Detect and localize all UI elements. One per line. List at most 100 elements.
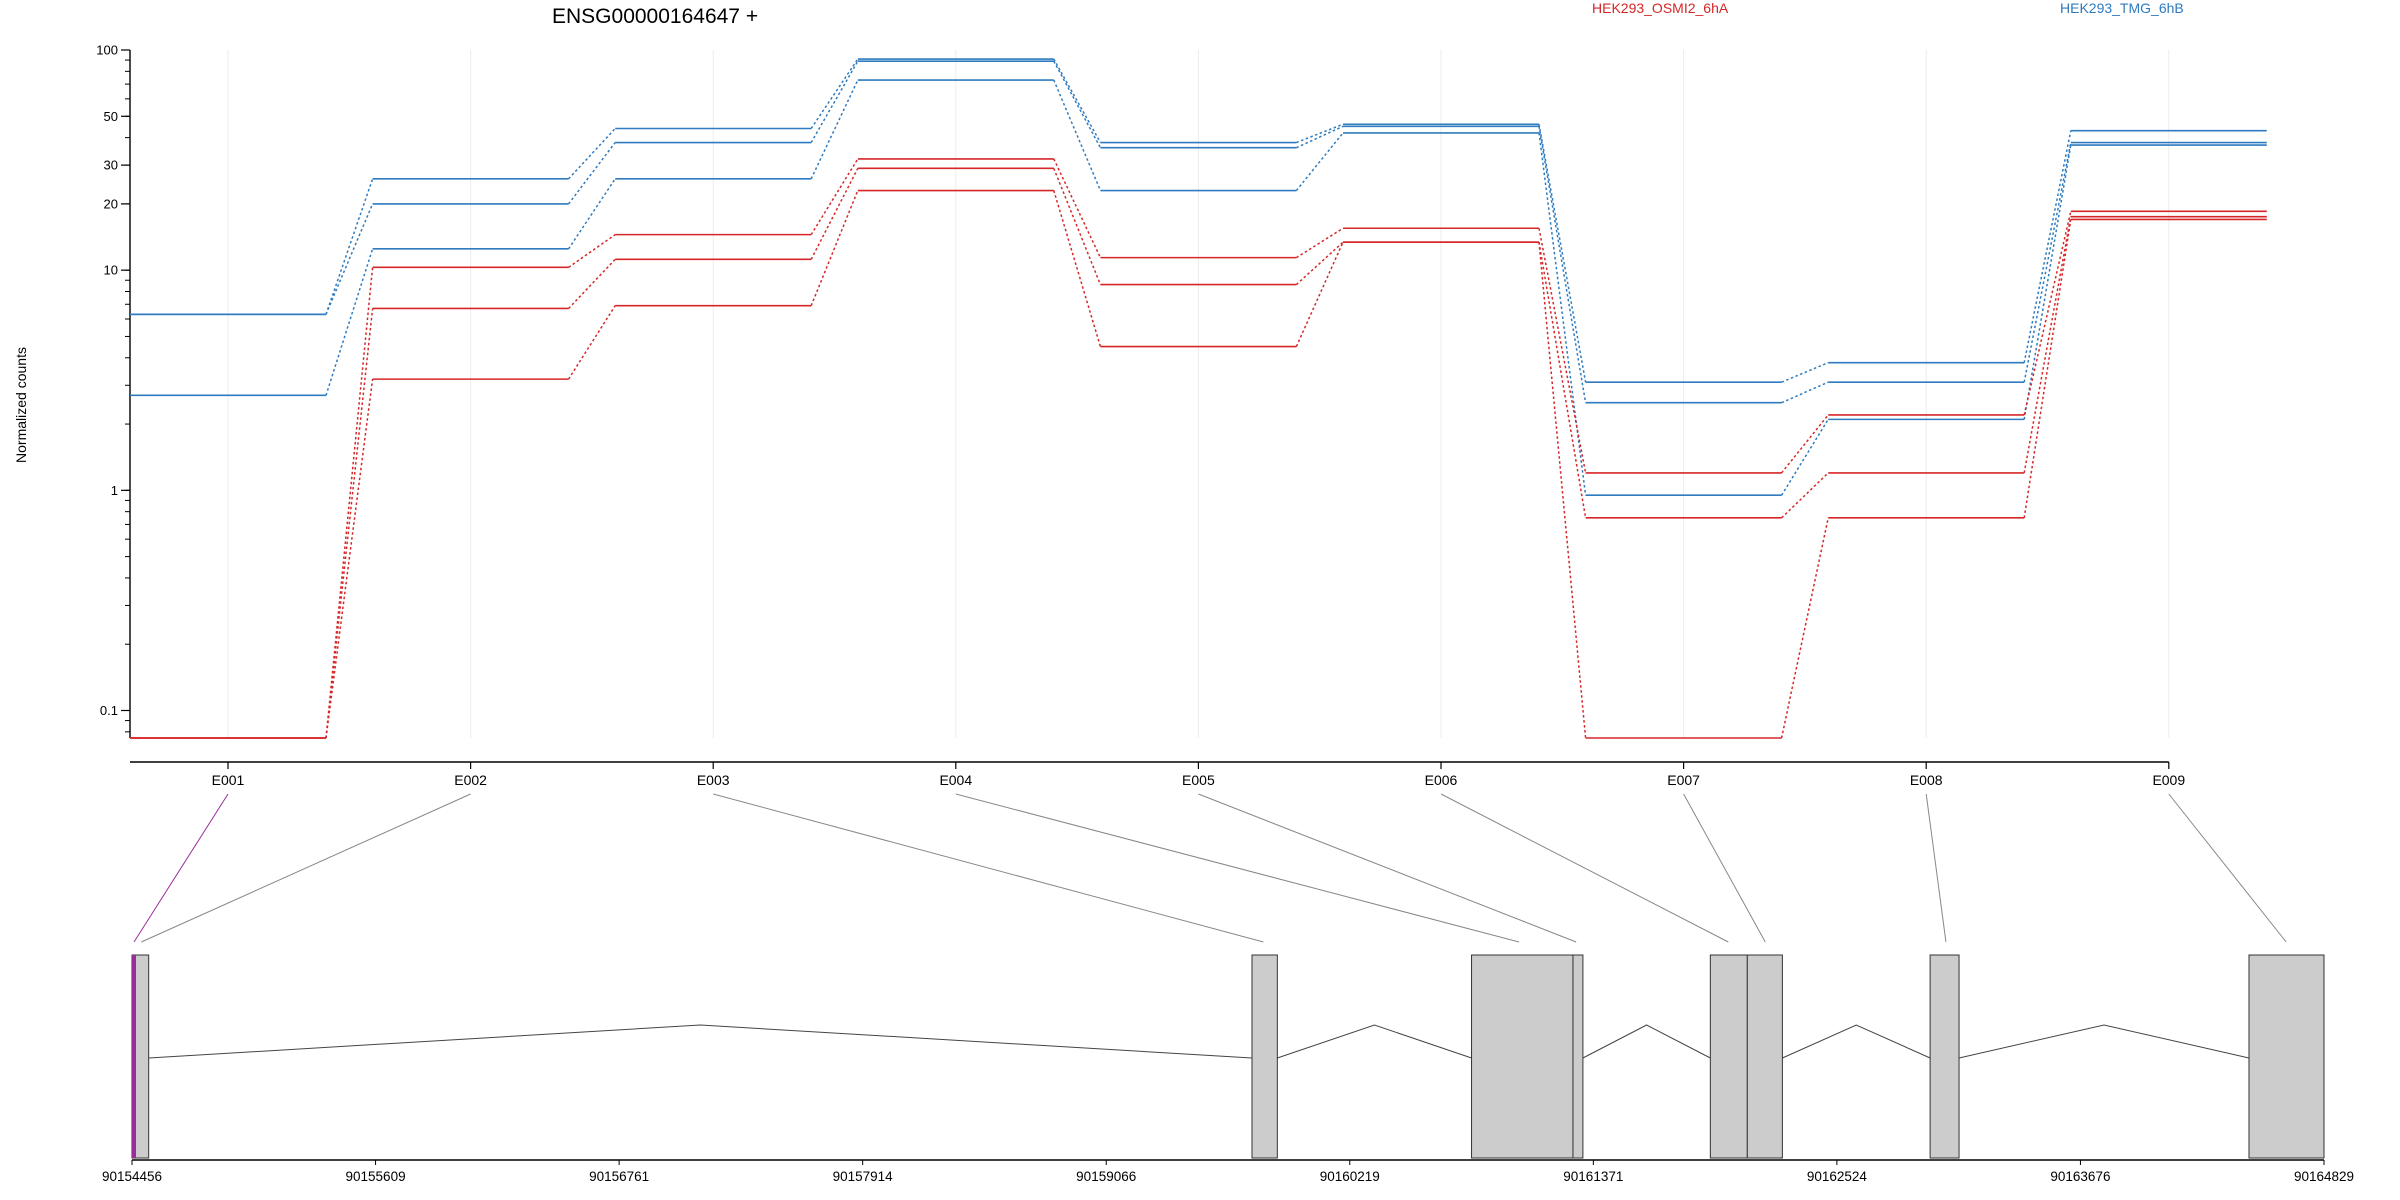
x-tick-label: E003 <box>697 772 730 788</box>
series-connector <box>325 267 374 739</box>
x-tick-label: E009 <box>2152 772 2185 788</box>
series-connector <box>1295 241 1344 347</box>
coord-tick-label: 90160219 <box>1320 1169 1380 1184</box>
exon-connector-line <box>1198 793 1577 943</box>
series-connector <box>1781 414 1829 474</box>
series-connector <box>810 58 859 129</box>
gene-model <box>131 954 2325 1159</box>
coord-tick-label: 90161371 <box>1563 1169 1623 1184</box>
series-connector <box>1781 361 1829 383</box>
exon-block <box>2248 954 2325 1159</box>
exon-connector-line <box>1925 793 1947 943</box>
series-connector <box>568 258 616 309</box>
series-connector <box>1295 132 1344 191</box>
series-connector <box>1780 517 1829 739</box>
series-connector <box>2023 219 2072 518</box>
exon-connector-line <box>1440 793 1729 943</box>
y-axis: 100 50 30 20 10 1 0.1 <box>96 43 131 738</box>
coord-tick-label: 90157914 <box>833 1169 894 1184</box>
series-connector <box>1538 242 1587 739</box>
coord-tick-label: 90162524 <box>1807 1169 1868 1184</box>
series-connector <box>1053 60 1102 149</box>
series-connector <box>325 308 374 739</box>
exon-connector-line <box>141 793 471 943</box>
series-connector <box>2023 142 2072 383</box>
series-connector <box>1538 126 1587 403</box>
series-connector <box>1538 124 1587 383</box>
x-tick-label: E006 <box>1425 772 1458 788</box>
coord-tick-label: 90156761 <box>589 1169 649 1184</box>
x-tick-label: E005 <box>1182 772 1215 788</box>
series-connector <box>810 60 859 143</box>
series-connector <box>810 79 859 180</box>
y-tick-label: 30 <box>104 158 118 173</box>
x-tick-label: E002 <box>454 772 487 788</box>
series-2 <box>130 60 2267 404</box>
exon-block <box>1929 954 1960 1159</box>
x-tick-label: E001 <box>212 772 245 788</box>
intron-line <box>1782 1024 1931 1059</box>
vertical-grid <box>227 50 2170 738</box>
series-connector <box>810 158 859 236</box>
series-connector <box>1296 125 1344 149</box>
intron-line <box>1582 1024 1711 1059</box>
y-tick-label: 1 <box>111 483 118 498</box>
series-connector <box>1781 472 1829 519</box>
series-connector <box>2023 216 2072 474</box>
series-connector <box>568 127 616 180</box>
exon-block <box>1572 954 1584 1159</box>
series-connector <box>1053 168 1102 285</box>
exon-connector-line <box>2168 793 2287 943</box>
exon-block <box>1709 954 1748 1159</box>
exon-connector-line <box>955 793 1520 943</box>
exon-connector-line <box>133 793 229 943</box>
chart-title: ENSG00000164647 + <box>552 5 758 28</box>
coord-tick-label: 90163676 <box>2050 1169 2110 1184</box>
series-connector <box>567 178 616 250</box>
series-connector <box>1780 418 1829 496</box>
y-tick-label: 20 <box>104 196 118 211</box>
series-connector <box>1296 227 1344 259</box>
intron-line <box>148 1024 1253 1059</box>
series-connector <box>1053 58 1102 143</box>
series-connector <box>1538 132 1587 496</box>
legend-entry-tmg: HEK293_TMG_6hB <box>2060 0 2184 16</box>
y-tick-label: 10 <box>104 263 118 278</box>
coord-tick-label: 90155609 <box>346 1169 406 1184</box>
series-connector <box>2023 144 2072 420</box>
exon-block <box>1251 954 1278 1159</box>
coord-tick-label: 90154456 <box>102 1169 162 1184</box>
series-connector <box>567 305 616 380</box>
series-connector <box>810 190 859 306</box>
y-axis-label: Normalized counts <box>13 347 29 463</box>
series-connector <box>2023 130 2072 363</box>
series-connector <box>1538 242 1587 518</box>
series-connector <box>568 142 616 205</box>
legend-entry-osmi2: HEK293_OSMI2_6hA <box>1592 0 1729 16</box>
genomic-coordinate-axis: 90154456 90155609 90156761 90157914 90159066… <box>102 1159 2354 1184</box>
x-axis: E001 E002 E003 E004 E005 E006 E007 E008 E009 <box>130 761 2185 788</box>
series-connector <box>2023 211 2072 416</box>
series-connector <box>810 168 859 260</box>
series-connector <box>325 178 374 315</box>
exon-connector-line <box>713 793 1264 943</box>
intron-line <box>1958 1024 2250 1059</box>
exon-block <box>1746 954 1783 1159</box>
coord-tick-label: 90159066 <box>1076 1169 1136 1184</box>
series-connector <box>1781 381 1829 404</box>
exon-connector-line <box>1683 793 1766 943</box>
series-3 <box>130 79 2267 497</box>
plot-area: 100 50 30 20 10 1 0.1 E001 E002 E003 E004 E005 E006… <box>96 43 2267 788</box>
exon-block <box>1471 954 1574 1159</box>
series-connector <box>325 203 374 315</box>
series-connector <box>1295 241 1344 286</box>
y-tick-label: 100 <box>96 43 118 58</box>
x-tick-label: E004 <box>939 772 972 788</box>
series-connector <box>1296 123 1344 144</box>
highlighted-exon-marker <box>132 955 136 1158</box>
series-6 <box>130 189 2267 739</box>
x-tick-label: E007 <box>1667 772 1700 788</box>
series-layer <box>130 58 2267 739</box>
coord-tick-label: 90164829 <box>2294 1169 2354 1184</box>
